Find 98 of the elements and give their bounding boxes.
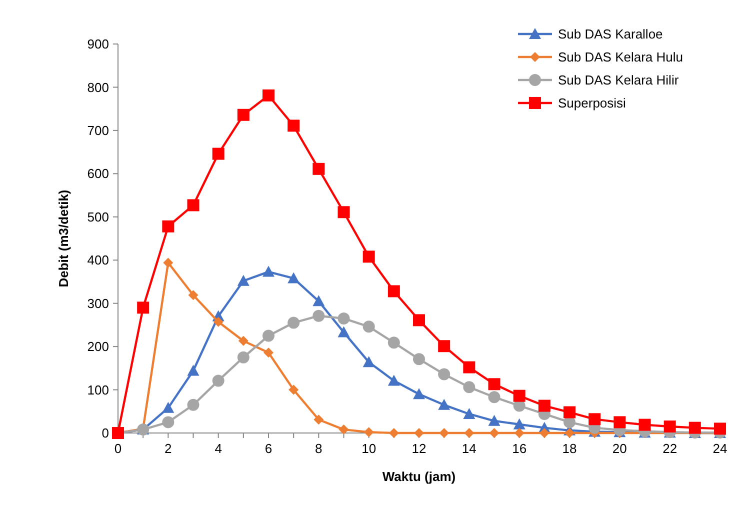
point bbox=[338, 312, 350, 324]
point bbox=[489, 428, 500, 438]
point bbox=[187, 364, 200, 376]
point bbox=[439, 428, 450, 438]
point bbox=[163, 258, 174, 268]
point bbox=[463, 381, 476, 394]
y-tick-label: 0 bbox=[102, 426, 109, 441]
y-tick-label: 800 bbox=[87, 80, 109, 95]
point bbox=[464, 428, 474, 438]
x-tick-label: 20 bbox=[612, 441, 627, 456]
point bbox=[162, 220, 174, 232]
point bbox=[162, 416, 174, 428]
legend-label: Superposisi bbox=[558, 96, 626, 111]
y-tick-label: 600 bbox=[87, 166, 109, 182]
y-tick-label: 900 bbox=[87, 36, 109, 52]
point bbox=[137, 302, 150, 314]
x-tick-label: 2 bbox=[164, 441, 172, 456]
point bbox=[513, 418, 526, 430]
x-tick-label: 12 bbox=[412, 441, 426, 456]
point bbox=[388, 336, 400, 349]
point bbox=[213, 316, 224, 327]
point bbox=[262, 89, 274, 102]
x-axis-title: Waktu (jam) bbox=[382, 469, 456, 484]
point bbox=[362, 250, 375, 263]
point bbox=[564, 428, 574, 438]
point bbox=[664, 420, 676, 433]
point bbox=[539, 428, 550, 438]
x-tick-label: 24 bbox=[712, 441, 728, 456]
point bbox=[237, 274, 250, 286]
point bbox=[362, 320, 375, 333]
point bbox=[588, 413, 601, 426]
point bbox=[488, 414, 500, 426]
x-tick-label: 10 bbox=[362, 441, 376, 456]
point bbox=[638, 418, 651, 431]
point bbox=[438, 340, 450, 352]
point bbox=[463, 361, 476, 374]
point bbox=[514, 428, 524, 438]
point bbox=[413, 388, 425, 400]
x-tick-label: 0 bbox=[114, 441, 122, 456]
x-tick-label: 18 bbox=[562, 441, 577, 456]
point bbox=[314, 414, 324, 425]
point bbox=[262, 330, 274, 342]
legend-label: Sub DAS Kelara Hilir bbox=[558, 72, 680, 88]
point bbox=[463, 408, 476, 419]
point bbox=[188, 290, 198, 300]
point bbox=[264, 348, 274, 358]
point bbox=[614, 416, 626, 428]
point bbox=[288, 120, 300, 132]
x-tick-label: 6 bbox=[264, 441, 272, 456]
point bbox=[413, 314, 425, 326]
x-tick-label: 8 bbox=[315, 441, 322, 456]
y-tick-label: 100 bbox=[87, 382, 109, 398]
x-tick-label: 22 bbox=[662, 441, 678, 456]
y-tick-label: 700 bbox=[87, 122, 109, 138]
point bbox=[414, 428, 424, 438]
point bbox=[187, 398, 200, 411]
point bbox=[262, 266, 274, 277]
x-tick-label: 16 bbox=[512, 441, 527, 456]
point bbox=[338, 206, 350, 218]
point bbox=[288, 316, 300, 329]
point bbox=[162, 402, 174, 413]
point bbox=[714, 422, 726, 435]
point bbox=[388, 428, 399, 438]
point bbox=[312, 295, 325, 306]
point bbox=[438, 398, 450, 410]
point bbox=[212, 148, 224, 160]
point bbox=[688, 422, 701, 434]
point bbox=[288, 384, 299, 395]
point bbox=[238, 336, 248, 346]
legend-label: Sub DAS Kelara Hulu bbox=[558, 50, 684, 65]
y-tick-label: 400 bbox=[87, 252, 109, 268]
legend-label: Sub DAS Karalloe bbox=[558, 26, 663, 42]
y-tick-label: 500 bbox=[87, 209, 109, 224]
point bbox=[538, 400, 550, 412]
y-axis-title: Debit (m3/detik) bbox=[56, 190, 71, 288]
point bbox=[488, 391, 500, 404]
x-tick-label: 4 bbox=[214, 441, 222, 456]
point bbox=[288, 272, 300, 284]
point bbox=[237, 108, 250, 121]
point bbox=[388, 374, 400, 386]
point bbox=[312, 162, 325, 175]
point bbox=[364, 427, 374, 438]
point bbox=[237, 351, 250, 364]
x-tick-label: 14 bbox=[462, 441, 476, 456]
point bbox=[187, 199, 200, 212]
point bbox=[338, 424, 349, 435]
point bbox=[362, 356, 375, 368]
y-tick-label: 300 bbox=[87, 296, 109, 311]
point bbox=[488, 378, 500, 390]
point bbox=[413, 353, 425, 366]
point bbox=[212, 374, 224, 387]
point bbox=[564, 406, 576, 418]
y-tick-label: 200 bbox=[87, 339, 109, 354]
point bbox=[438, 368, 450, 380]
point bbox=[312, 310, 325, 322]
point bbox=[513, 390, 526, 402]
point bbox=[388, 285, 400, 298]
point bbox=[338, 326, 350, 338]
